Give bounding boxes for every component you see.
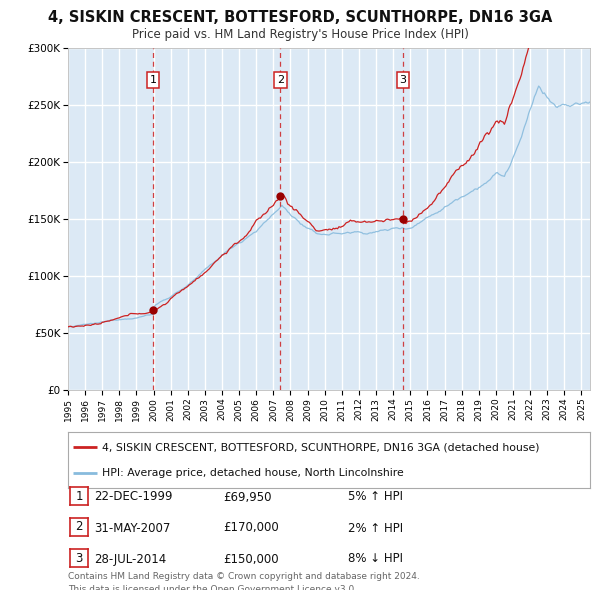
- Text: 22-DEC-1999: 22-DEC-1999: [94, 490, 173, 503]
- Text: 1: 1: [149, 75, 157, 85]
- Text: £170,000: £170,000: [223, 522, 279, 535]
- Text: Contains HM Land Registry data © Crown copyright and database right 2024.: Contains HM Land Registry data © Crown c…: [68, 572, 420, 581]
- Text: 2% ↑ HPI: 2% ↑ HPI: [348, 522, 403, 535]
- Text: 3: 3: [400, 75, 406, 85]
- Text: HPI: Average price, detached house, North Lincolnshire: HPI: Average price, detached house, Nort…: [102, 468, 404, 478]
- Text: 2: 2: [75, 520, 83, 533]
- Text: 28-JUL-2014: 28-JUL-2014: [94, 552, 166, 565]
- Text: 2: 2: [277, 75, 284, 85]
- Text: £150,000: £150,000: [223, 552, 278, 565]
- Text: This data is licensed under the Open Government Licence v3.0.: This data is licensed under the Open Gov…: [68, 585, 357, 590]
- Text: 3: 3: [76, 552, 83, 565]
- Text: Price paid vs. HM Land Registry's House Price Index (HPI): Price paid vs. HM Land Registry's House …: [131, 28, 469, 41]
- Text: 8% ↓ HPI: 8% ↓ HPI: [348, 552, 403, 565]
- Text: 4, SISKIN CRESCENT, BOTTESFORD, SCUNTHORPE, DN16 3GA (detached house): 4, SISKIN CRESCENT, BOTTESFORD, SCUNTHOR…: [102, 442, 539, 452]
- Text: 4, SISKIN CRESCENT, BOTTESFORD, SCUNTHORPE, DN16 3GA: 4, SISKIN CRESCENT, BOTTESFORD, SCUNTHOR…: [48, 10, 552, 25]
- Text: £69,950: £69,950: [223, 490, 271, 503]
- Text: 31-MAY-2007: 31-MAY-2007: [94, 522, 170, 535]
- Text: 5% ↑ HPI: 5% ↑ HPI: [348, 490, 403, 503]
- Text: 1: 1: [75, 490, 83, 503]
